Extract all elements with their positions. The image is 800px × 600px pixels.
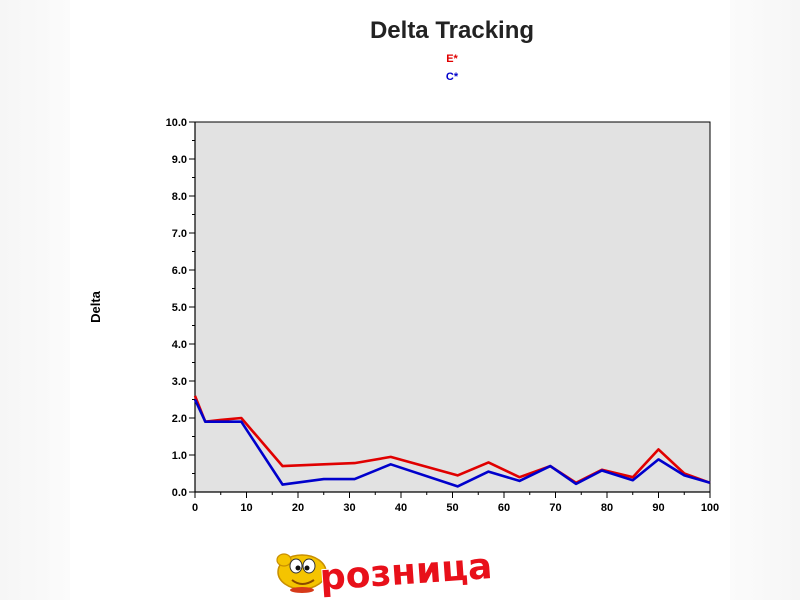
- x-axis: 0 10 20 30 40 50 60 70 80 90 100: [192, 491, 719, 514]
- y-tick-label: 7.0: [172, 228, 187, 240]
- x-tick-label: 40: [395, 502, 407, 514]
- chart-title: Delta Tracking: [370, 17, 534, 44]
- logo-text: розница: [319, 546, 494, 599]
- x-tick-label: 60: [498, 502, 510, 514]
- y-axis: 0.0 1.0 2.0 3.0 4.0 5.0 6.0 7.0 8.0 9.0 10.0: [166, 117, 196, 499]
- y-tick-label: 10.0: [166, 117, 187, 129]
- legend-entry-e-star: E*: [446, 53, 458, 65]
- plot-area: [194, 121, 711, 493]
- y-tick-label: 0.0: [172, 487, 187, 499]
- y-tick-label: 4.0: [172, 339, 187, 351]
- y-axis-label: Delta: [88, 290, 103, 323]
- x-tick-label: 30: [343, 502, 355, 514]
- y-tick-label: 3.0: [172, 376, 187, 388]
- legend-entry-c-star: C*: [446, 71, 459, 83]
- series-layer: [193, 395, 711, 488]
- x-tick-label: 100: [701, 502, 719, 514]
- series-line-e-star: [193, 395, 711, 485]
- y-tick-label: 6.0: [172, 265, 187, 277]
- mascot-icon: [276, 553, 327, 593]
- x-tick-label: 80: [601, 502, 613, 514]
- y-tick-label: 5.0: [172, 302, 187, 314]
- x-tick-label: 20: [292, 502, 304, 514]
- x-tick-label: 90: [652, 502, 664, 514]
- x-tick-label: 0: [192, 502, 198, 514]
- y-tick-label: 8.0: [172, 191, 187, 203]
- y-tick-label: 1.0: [172, 450, 187, 462]
- x-tick-label: 50: [446, 502, 458, 514]
- rozniza-logo: розница: [276, 545, 495, 600]
- right-margin-band: [730, 0, 800, 600]
- left-margin-band: [0, 0, 70, 600]
- series-line-c-star: [193, 398, 711, 488]
- legend: E* C*: [446, 53, 459, 83]
- y-tick-label: 9.0: [172, 154, 187, 166]
- x-tick-label: 10: [240, 502, 252, 514]
- y-tick-label: 2.0: [172, 413, 187, 425]
- x-tick-label: 70: [549, 502, 561, 514]
